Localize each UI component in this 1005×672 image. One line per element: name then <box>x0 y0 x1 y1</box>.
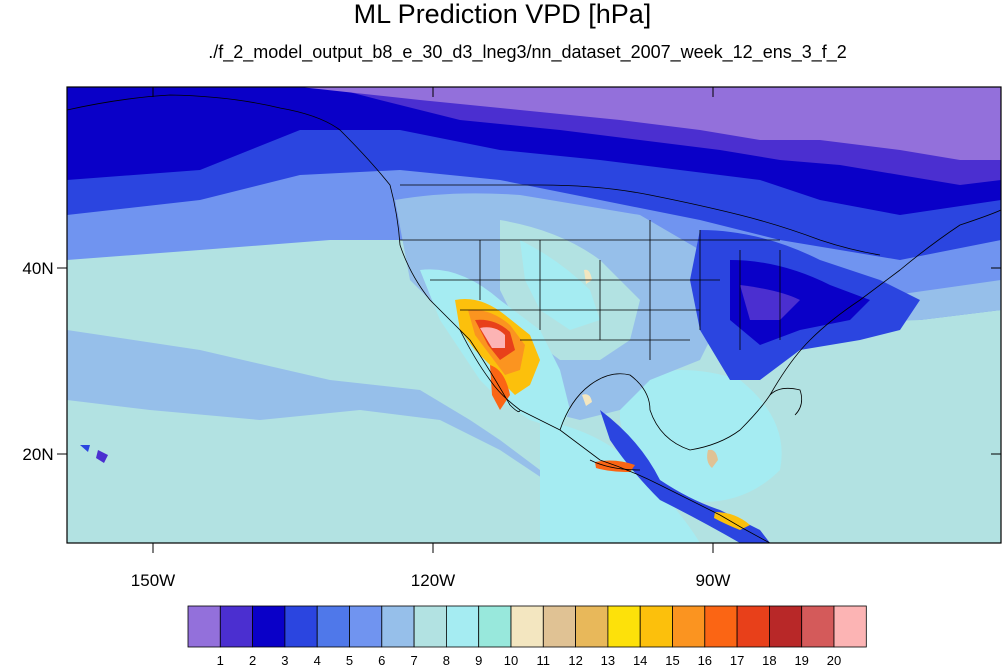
plot-subtitle: ./f_2_model_output_b8_e_30_d3_lneg3/nn_d… <box>208 42 847 62</box>
lat-label-40n: 40N <box>22 259 53 278</box>
map-frame <box>57 86 1002 553</box>
lon-label-90w: 90W <box>696 571 731 590</box>
colorbar-box-15 <box>672 605 706 648</box>
colorbar-tick-label: 6 <box>378 653 385 668</box>
colorbar-box-14 <box>639 605 673 648</box>
colorbar-tick-label: 10 <box>504 653 518 668</box>
colorbar-box-19 <box>801 605 835 648</box>
colorbar-box-10 <box>510 605 544 648</box>
colorbar-tick-label: 19 <box>794 653 808 668</box>
colorbar-box-0 <box>187 605 221 648</box>
colorbar: 1 2 3 4 5 6 7 8 9 10 11 12 13 14 15 16 17 18 19 20 <box>187 605 867 668</box>
colorbar-box-8 <box>445 605 480 648</box>
colorbar-box-1 <box>219 605 254 648</box>
colorbar-box-9 <box>478 605 512 648</box>
lon-label-120w: 120W <box>411 571 455 590</box>
colorbar-box-12 <box>575 605 609 648</box>
plot-title: ML Prediction VPD [hPa] <box>353 0 652 29</box>
colorbar-tick-label: 20 <box>827 653 841 668</box>
colorbar-tick-label: 16 <box>698 653 712 668</box>
colorbar-box-17 <box>736 605 770 648</box>
colorbar-tick-label: 1 <box>217 653 224 668</box>
colorbar-tick-label: 7 <box>410 653 417 668</box>
colorbar-box-2 <box>252 605 286 648</box>
colorbar-tick-label: 14 <box>633 653 647 668</box>
colorbar-tick-label: 11 <box>537 653 551 668</box>
colorbar-box-7 <box>413 605 447 648</box>
vpd-field <box>67 87 1001 543</box>
colorbar-tick-label: 3 <box>281 653 288 668</box>
colorbar-tick-label: 4 <box>314 653 321 668</box>
colorbar-box-16 <box>704 605 738 648</box>
colorbar-tick-label: 17 <box>730 653 744 668</box>
colorbar-tick-label: 2 <box>249 653 256 668</box>
colorbar-box-4 <box>316 605 350 648</box>
colorbar-box-3 <box>284 605 318 648</box>
colorbar-tick-label: 9 <box>475 653 482 668</box>
colorbar-tick-label: 12 <box>568 653 582 668</box>
colorbar-box-13 <box>607 605 641 648</box>
colorbar-tick-label: 15 <box>665 653 679 668</box>
colorbar-tick-label: 5 <box>346 653 353 668</box>
colorbar-tick-label: 8 <box>443 653 450 668</box>
colorbar-tick-label: 18 <box>762 653 776 668</box>
colorbar-box-20 <box>833 605 867 648</box>
colorbar-tick-label: 13 <box>601 653 615 668</box>
colorbar-box-18 <box>769 605 803 648</box>
colorbar-box-6 <box>381 605 415 648</box>
colorbar-box-5 <box>349 605 383 648</box>
lat-label-20n: 20N <box>22 445 53 464</box>
coastlines <box>67 94 1001 543</box>
colorbar-box-11 <box>542 605 576 648</box>
lon-label-150w: 150W <box>131 571 175 590</box>
